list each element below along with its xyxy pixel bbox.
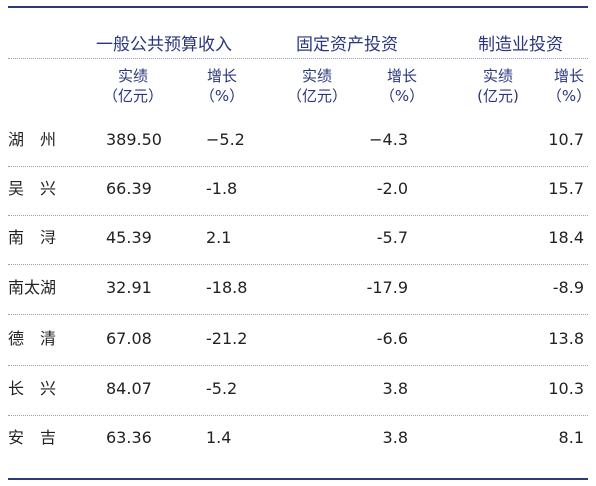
row-divider: [8, 314, 588, 315]
header-revenue: 一般公共预算收入: [96, 35, 232, 55]
fixed-growth: −4.3: [369, 130, 408, 149]
top-rule: [8, 6, 588, 8]
subheader-label: 实绩: [482, 67, 513, 85]
revenue-growth: -21.2: [206, 329, 248, 348]
mfg-growth: 10.7: [548, 130, 584, 149]
table-row: 吴 兴 66.39 -1.8 -2.0 15.7: [0, 163, 596, 215]
subheader-mfg-actual: 实绩 (亿元): [466, 66, 530, 106]
row-divider: [8, 264, 588, 265]
region-name: 南 浔: [8, 228, 57, 247]
region-name: 吴 兴: [8, 179, 57, 198]
table-row: 安 吉 63.36 1.4 3.8 8.1: [0, 412, 596, 464]
revenue-growth: -5.2: [206, 379, 238, 398]
mfg-growth: 18.4: [548, 228, 584, 247]
subheader-label: 增长: [553, 67, 584, 85]
subheader-unit: (亿元): [477, 87, 519, 105]
row-divider: [8, 415, 588, 416]
subheader-fixed-growth: 增长 （%）: [374, 66, 430, 106]
mfg-growth: -8.9: [552, 278, 584, 297]
row-divider: [8, 215, 588, 216]
revenue-growth: 1.4: [206, 428, 232, 447]
fixed-growth: -6.6: [376, 329, 408, 348]
revenue-value: 66.39: [106, 179, 152, 198]
revenue-value: 32.91: [106, 278, 152, 297]
subheader-unit: （%）: [546, 87, 592, 105]
subheader-revenue-growth: 增长 （%）: [194, 66, 250, 106]
fixed-growth: 3.8: [382, 428, 408, 447]
region-name: 湖 州: [8, 130, 57, 149]
subheader-fixed-actual: 实绩 （亿元）: [282, 66, 352, 106]
mfg-growth: 8.1: [558, 428, 584, 447]
header-divider: [8, 58, 588, 59]
header-fixed-investment: 固定资产投资: [296, 35, 398, 55]
fixed-growth: -2.0: [376, 179, 408, 198]
fixed-growth: -17.9: [366, 278, 408, 297]
subheader-unit: （%）: [199, 87, 245, 105]
revenue-value: 63.36: [106, 428, 152, 447]
row-divider: [8, 365, 588, 366]
fixed-growth: -5.7: [376, 228, 408, 247]
revenue-growth: -18.8: [206, 278, 248, 297]
subheader-unit: （%）: [379, 87, 425, 105]
subheader-label: 实绩: [117, 67, 148, 85]
table-row: 南 浔 45.39 2.1 -5.7 18.4: [0, 212, 596, 264]
revenue-value: 67.08: [106, 329, 152, 348]
table-row: 湖 州 389.50 −5.2 −4.3 10.7: [0, 114, 596, 166]
revenue-value: 45.39: [106, 228, 152, 247]
subheader-unit: （亿元）: [286, 87, 347, 105]
subheader-mfg-growth: 增长 （%）: [544, 66, 594, 106]
subheader-label: 增长: [386, 67, 417, 85]
revenue-growth: 2.1: [206, 228, 232, 247]
region-name: 安 吉: [8, 428, 57, 447]
table-row: 长 兴 84.07 -5.2 3.8 10.3: [0, 363, 596, 415]
revenue-growth: -1.8: [206, 179, 238, 198]
region-name: 南太湖: [8, 278, 57, 297]
subheader-unit: （亿元）: [102, 87, 163, 105]
subheader-label: 增长: [206, 67, 237, 85]
table-row: 德 清 67.08 -21.2 -6.6 13.8: [0, 313, 596, 365]
subheader-label: 实绩: [301, 67, 332, 85]
revenue-growth: −5.2: [206, 130, 245, 149]
mfg-growth: 13.8: [548, 329, 584, 348]
table-row: 南太湖 32.91 -18.8 -17.9 -8.9: [0, 262, 596, 314]
fixed-growth: 3.8: [382, 379, 408, 398]
mfg-growth: 15.7: [548, 179, 584, 198]
region-name: 长 兴: [8, 379, 57, 398]
bottom-rule: [8, 478, 588, 480]
header-manufacturing-investment: 制造业投资: [478, 35, 563, 55]
region-name: 德 清: [8, 329, 57, 348]
subheader-revenue-actual: 实绩 （亿元）: [98, 66, 168, 106]
revenue-value: 389.50: [106, 130, 162, 149]
mfg-growth: 10.3: [548, 379, 584, 398]
revenue-value: 84.07: [106, 379, 152, 398]
row-divider: [8, 166, 588, 167]
